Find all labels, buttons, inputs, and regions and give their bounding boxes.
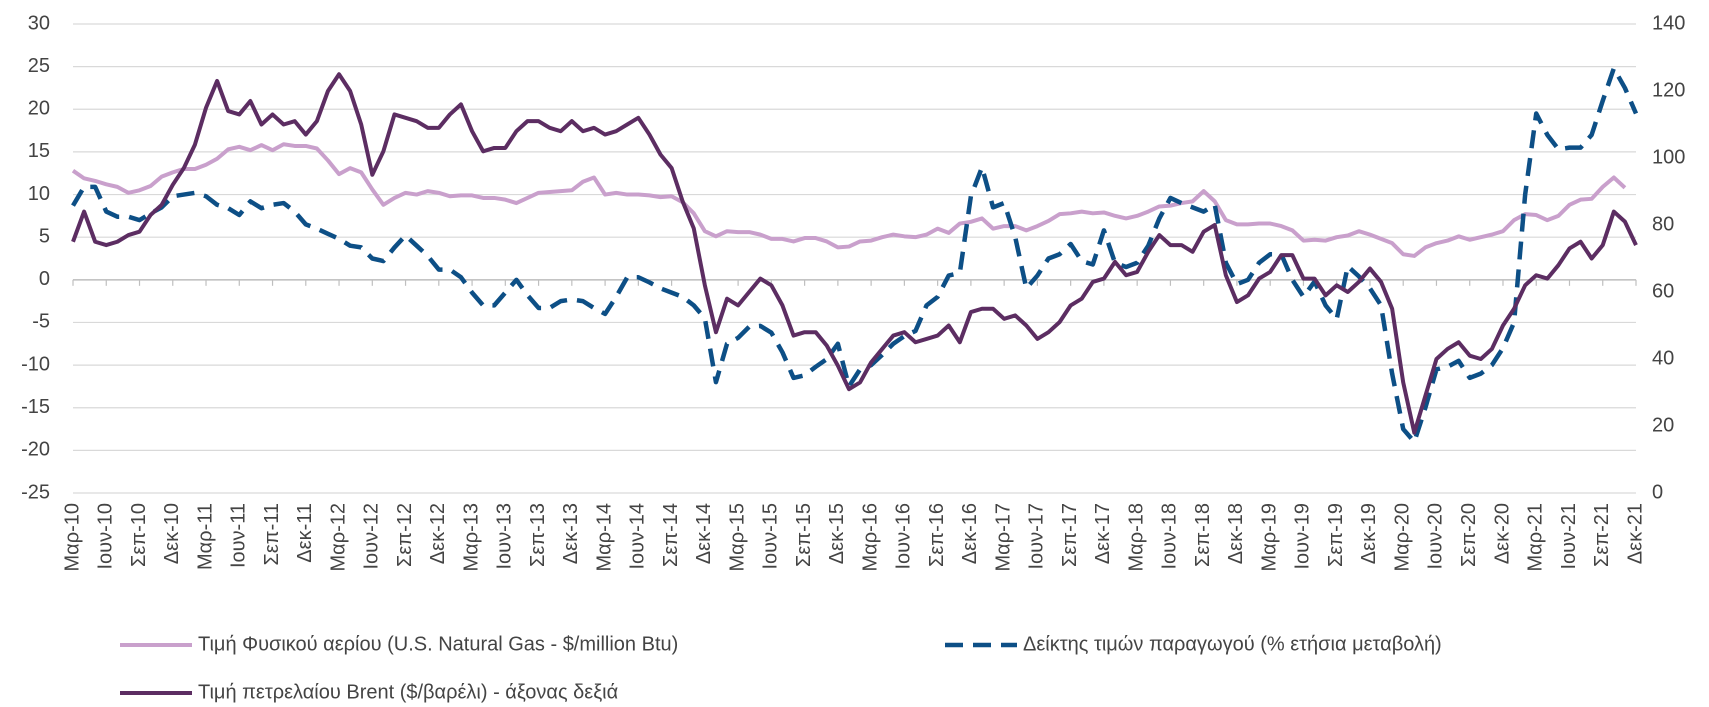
x-tick-label: Δεκ-11 — [294, 503, 316, 563]
series-line — [71, 72, 1638, 435]
x-tick-label: Μαρ-10 — [61, 503, 83, 572]
x-tick-label: Ιουν-16 — [893, 503, 915, 570]
x-tick-label: Δεκ-12 — [427, 503, 449, 564]
y-tick-label: 20 — [28, 98, 50, 120]
x-tick-label: Δεκ-10 — [161, 503, 183, 564]
x-tick-label: Σεπ-14 — [660, 503, 682, 567]
x-tick-label: Ιουν-12 — [361, 503, 383, 570]
x-tick-label: Μαρ-17 — [992, 503, 1014, 572]
x-tick-label: Μαρ-20 — [1391, 503, 1413, 572]
x-tick-label: Ιουν-18 — [1159, 503, 1181, 570]
x-tick-label: Ιουν-14 — [627, 503, 649, 570]
y2-tick-label: 0 — [1652, 481, 1663, 503]
x-tick-label: Ιουν-19 — [1292, 503, 1314, 570]
y2-tick-label: 40 — [1652, 347, 1674, 369]
x-tick-label: Ιουν-20 — [1425, 503, 1447, 570]
x-tick-label: Δεκ-21 — [1624, 503, 1646, 564]
x-tick-label: Μαρ-21 — [1525, 503, 1547, 572]
y-tick-label: 25 — [28, 55, 50, 77]
x-tick-label: Σεπ-12 — [394, 503, 416, 567]
x-tick-label: Σεπ-11 — [261, 503, 283, 566]
x-tick-label: Σεπ-20 — [1458, 503, 1480, 567]
x-tick-label: Ιουν-21 — [1558, 503, 1580, 570]
y2-tick-label: 20 — [1652, 414, 1674, 436]
x-tick-label: Δεκ-19 — [1358, 503, 1380, 564]
x-tick-label: Σεπ-17 — [1059, 503, 1081, 567]
x-tick-label: Ιουν-11 — [228, 503, 250, 568]
x-tick-label: Ιουν-13 — [494, 503, 516, 570]
x-tick-label: Μαρ-15 — [726, 503, 748, 572]
x-tick-label: Μαρ-12 — [327, 503, 349, 572]
x-tick-label: Σεπ-10 — [128, 503, 150, 567]
legend-label: Τιμή πετρελαίου Brent ($/βαρέλι) - άξονα… — [198, 681, 618, 703]
x-tick-label: Μαρ-13 — [460, 503, 482, 572]
x-tick-label: Δεκ-14 — [693, 503, 715, 564]
x-tick-label: Σεπ-21 — [1591, 503, 1613, 567]
x-tick-label: Σεπ-15 — [793, 503, 815, 567]
x-tick-label: Ιουν-17 — [1026, 503, 1048, 570]
x-tick-label: Μαρ-18 — [1125, 503, 1147, 572]
x-tick-label: Δεκ-15 — [826, 503, 848, 564]
y-tick-label: 30 — [28, 12, 50, 34]
y2-tick-label: 60 — [1652, 280, 1674, 302]
y-tick-label: -25 — [21, 481, 50, 503]
x-tick-label: Ιουν-10 — [95, 503, 117, 570]
x-tick-label: Μαρ-14 — [593, 503, 615, 572]
y-tick-label: 0 — [39, 268, 50, 290]
x-tick-label: Μαρ-16 — [859, 503, 881, 572]
y-tick-label: 5 — [39, 225, 50, 247]
y-tick-label: 15 — [28, 140, 50, 162]
y-tick-label: -10 — [21, 353, 50, 375]
x-tick-label: Σεπ-19 — [1325, 503, 1347, 567]
y-tick-label: -15 — [21, 396, 50, 418]
y-tick-label: -5 — [32, 311, 50, 333]
series-line — [71, 66, 1639, 445]
x-tick-label: Δεκ-13 — [560, 503, 582, 564]
y2-tick-label: 120 — [1652, 79, 1685, 101]
y2-tick-label: 100 — [1652, 146, 1685, 168]
x-tick-label: Δεκ-16 — [959, 503, 981, 564]
x-tick-label: Σεπ-18 — [1192, 503, 1214, 567]
y2-tick-label: 80 — [1652, 213, 1674, 235]
x-tick-label: Σεπ-16 — [926, 503, 948, 567]
x-tick-label: Δεκ-17 — [1092, 503, 1114, 564]
y-tick-label: 10 — [28, 183, 50, 205]
legend-label: Τιμή Φυσικού αερίου (U.S. Natural Gas - … — [198, 633, 678, 655]
legend-label: Δείκτης τιμών παραγωγού (% ετήσια μεταβο… — [1023, 633, 1442, 655]
x-tick-label: Μαρ-19 — [1258, 503, 1280, 572]
y2-tick-label: 140 — [1652, 12, 1685, 34]
x-tick-label: Σεπ-13 — [527, 503, 549, 567]
y-tick-label: -20 — [21, 439, 50, 461]
x-tick-label: Ιουν-15 — [760, 503, 782, 570]
series-line — [71, 142, 1627, 258]
x-tick-label: Δεκ-18 — [1225, 503, 1247, 564]
x-tick-label: Μαρ-11 — [194, 503, 216, 570]
x-tick-label: Δεκ-20 — [1491, 503, 1513, 564]
